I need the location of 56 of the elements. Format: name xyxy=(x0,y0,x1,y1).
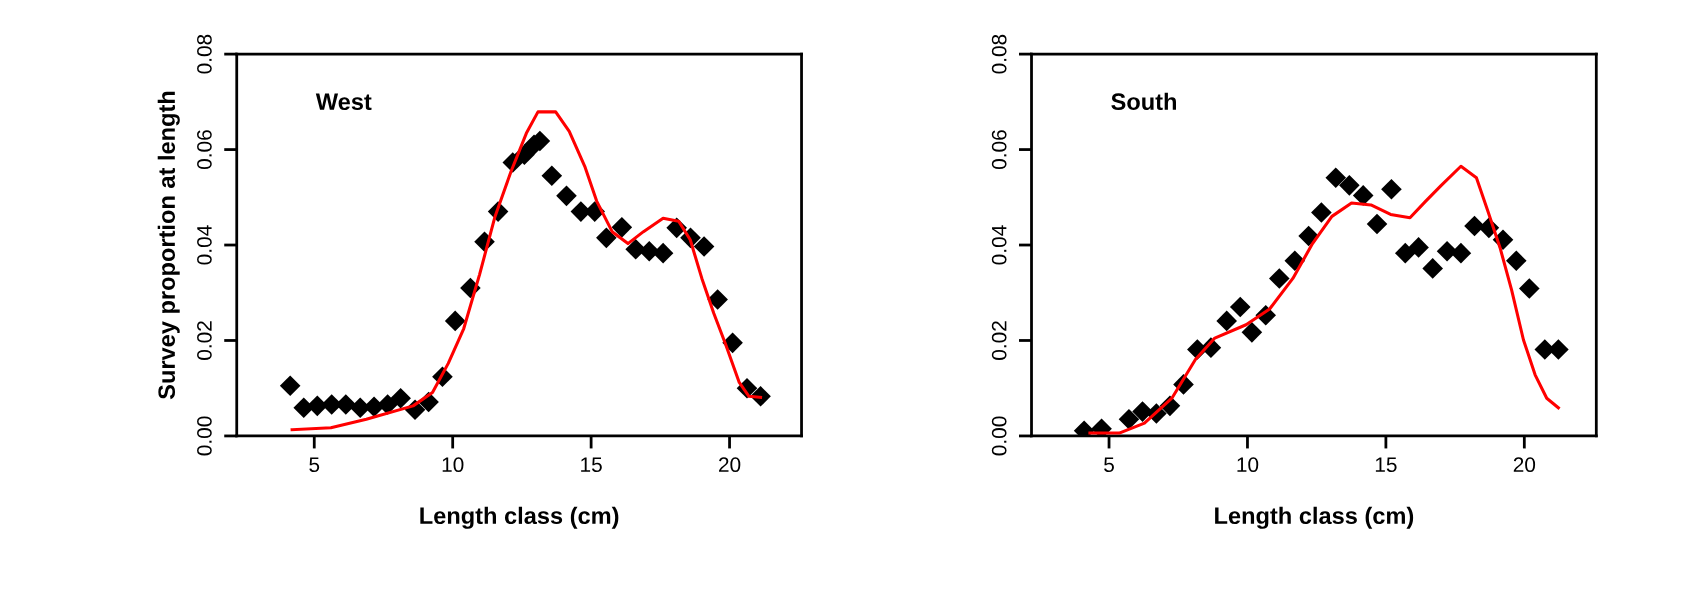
point xyxy=(1118,408,1140,430)
point xyxy=(1269,268,1290,289)
point xyxy=(541,165,563,187)
point xyxy=(390,387,411,409)
point xyxy=(556,185,577,207)
point xyxy=(1216,310,1237,332)
point xyxy=(444,310,466,332)
point xyxy=(1381,178,1402,200)
point xyxy=(1408,237,1429,258)
x-tick-label: 10 xyxy=(442,457,464,473)
y-tick-label: 0.02 xyxy=(991,321,1007,360)
point xyxy=(1394,242,1416,264)
y-tick-label: 0.00 xyxy=(991,416,1007,456)
x-tick-label: 10 xyxy=(1237,457,1259,473)
point xyxy=(1450,242,1472,264)
y-tick-label: 0.02 xyxy=(197,321,212,360)
point xyxy=(1241,322,1263,343)
point xyxy=(1436,240,1458,262)
x-tick-label: 15 xyxy=(1375,457,1397,473)
y-tick-label: 0.08 xyxy=(991,34,1007,74)
point xyxy=(1352,185,1374,206)
text: West xyxy=(315,93,372,111)
point xyxy=(1505,250,1527,272)
point xyxy=(722,332,743,354)
point xyxy=(1339,175,1360,196)
point xyxy=(1548,339,1569,360)
point xyxy=(1229,296,1251,318)
point xyxy=(611,217,633,238)
y-tick-label: 0.06 xyxy=(991,130,1007,170)
x-tick-label: 5 xyxy=(1104,457,1114,473)
point xyxy=(652,242,674,264)
y-tick-label: 0.04 xyxy=(991,225,1007,265)
point xyxy=(1311,202,1332,223)
x-axis-title: Length class (cm) xyxy=(1215,506,1414,529)
x-tick-label: 20 xyxy=(719,457,741,473)
y-tick-label: 0.04 xyxy=(197,225,212,265)
point xyxy=(279,375,301,397)
x-tick-label: 20 xyxy=(1513,457,1536,473)
point xyxy=(596,227,617,249)
x-axis-title: Length class (cm) xyxy=(420,506,619,529)
point xyxy=(693,236,715,257)
point xyxy=(1422,258,1443,279)
point xyxy=(707,289,728,310)
y-tick-label: 0.08 xyxy=(197,34,212,74)
text: South xyxy=(1111,92,1176,111)
x-tick-label: 5 xyxy=(309,457,320,473)
point xyxy=(1366,213,1388,235)
point xyxy=(377,394,398,415)
point xyxy=(1519,278,1540,299)
point xyxy=(335,394,357,415)
y-axis-title: Survey proportion at length xyxy=(157,91,180,400)
y-tick-label: 0.00 xyxy=(197,416,212,456)
x-tick-label: 15 xyxy=(581,457,602,473)
point xyxy=(1325,167,1347,189)
point xyxy=(321,394,342,415)
y-tick-label: 0.06 xyxy=(197,130,212,170)
